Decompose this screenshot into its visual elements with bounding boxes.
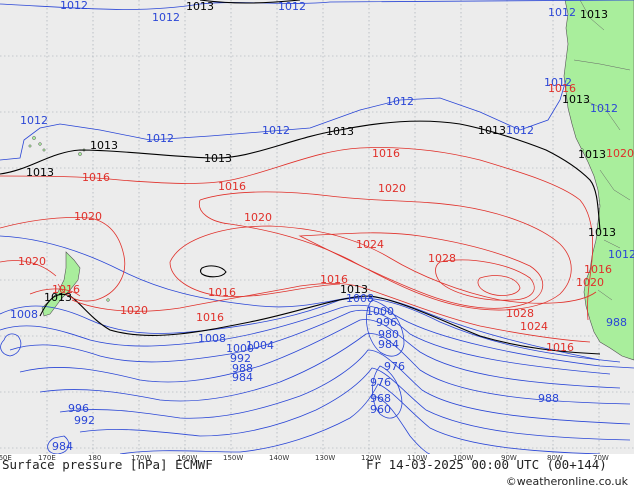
isobar-label: 1012 [608,248,634,261]
lon-label: 160W [177,454,198,462]
isobar-label: 980 [378,328,399,341]
lon-label: 130W [315,454,336,462]
isobar-label: 1020 [378,182,406,195]
isobar-label: 1016 [208,286,236,299]
lon-label: 110W [407,454,428,462]
isobar-label: 976 [370,376,391,389]
high-core-contour [199,265,227,278]
isobar-label: 1020 [244,211,272,224]
isobar-label: 1016 [320,273,348,286]
isobar-label: 1013 [44,291,72,304]
credit-link[interactable]: ©weatheronline.co.uk [505,475,628,488]
isobar-label: 1013 [562,93,590,106]
isobar-label: 1020 [74,210,102,223]
ocean-area [0,0,634,454]
lon-label: 180 [88,454,102,462]
isobar-label: 1012 [590,102,618,115]
lon-label: 160E [0,454,12,462]
isobar-label: 1012 [506,124,534,137]
isobar-label: 1016 [546,341,574,354]
isobar-label: 1008 [10,308,38,321]
footer: 160E 170E 180 170W 160W 150W 140W 130W 1… [0,454,634,490]
lon-label: 140W [269,454,290,462]
isobar-label: 1016 [82,171,110,184]
isobar-label: 1028 [506,307,534,320]
isobar-label: 1013 [580,8,608,21]
isobar-label: 1020 [576,276,604,289]
isobar-label: 1012 [20,114,48,127]
isobar-label: 1012 [60,0,88,12]
isobar-label: 1008 [198,332,226,345]
isobar-label: 1012 [548,6,576,19]
blue-labels: 1012 1012 1012 1012 1012 1012 1012 1012 … [10,0,634,453]
isobar-label: 1013 [326,125,354,138]
graticule [0,0,634,454]
isobar-label: 1004 [246,339,274,352]
islands [28,136,584,302]
isobar-label: 1012 [386,95,414,108]
isobar-label: 1013 [588,226,616,239]
red-isobars [0,147,597,343]
isobar-label: 1020 [606,147,634,160]
isobar-label: 1028 [428,252,456,265]
lon-label: 170W [131,454,152,462]
isobar-label: 1016 [52,283,80,296]
isobar-label: 1000 [366,305,394,318]
south-america-borders [573,0,631,301]
lon-label: 80W [547,454,563,462]
isobar-label: 1012 [262,124,290,137]
longitude-labels: 160E 170E 180 170W 160W 150W 140W 130W 1… [0,454,634,464]
isobar-label: 988 [538,392,559,405]
isobar-label: 996 [68,402,89,415]
isobar-label: 984 [378,338,399,351]
isobar-label: 1013 [478,124,506,137]
isobar-label: 1008 [346,292,374,305]
isobar-label: 1012 [278,0,306,13]
isobar-label: 1012 [146,132,174,145]
isobar-label: 1024 [356,238,384,251]
isobar-label: 1020 [120,304,148,317]
map-title: Surface pressure [hPa] ECMWF [2,457,213,472]
isobar-label: 996 [376,316,397,329]
isobar-label: 1013 [578,148,606,161]
isobar-label: 1013 [90,139,118,152]
new-zealand-land [41,251,81,317]
lon-label: 120W [361,454,382,462]
isobar-label: 992 [230,352,251,365]
isobar-label: 1012 [152,11,180,24]
ref-isobar [0,0,601,355]
isobar-label: 1016 [584,263,612,276]
isobar-label: 960 [370,403,391,416]
isobar-label: 1016 [196,311,224,324]
isobar-label: 988 [606,316,627,329]
isobar-label: 976 [384,360,405,373]
lon-label: 100W [453,454,474,462]
isobar-label: 1013 [204,152,232,165]
isobar-label: 992 [74,414,95,427]
isobar-label: 1016 [548,82,576,95]
isobar-label: 984 [52,440,73,453]
isobar-label: 1016 [372,147,400,160]
isobar-label: 1013 [340,283,368,296]
isobar-label: 968 [370,392,391,405]
isobar-label: 988 [232,362,253,375]
isobar-label: 1016 [218,180,246,193]
black-labels: 1013 1013 1013 1013 1013 1013 1013 1013 … [26,0,616,304]
lon-label: 70W [593,454,609,462]
isobar-label: 1000 [226,342,254,355]
lon-label: 150W [223,454,244,462]
isobar-label: 1013 [186,0,214,13]
isobar-label: 1024 [520,320,548,333]
map-canvas: 1012 1012 1012 1012 1012 1012 1012 1012 … [0,0,634,454]
isobar-label: 984 [232,371,253,384]
isobar-label: 1012 [544,76,572,89]
blue-isobars [0,0,634,454]
forecast-datetime: Fr 14-03-2025 00:00 UTC (00+144) [366,457,607,472]
isobar-label: 1020 [18,255,46,268]
lon-label: 90W [501,454,517,462]
red-labels: 1016 1016 1016 1016 1016 1016 1016 1016 … [18,82,634,354]
isobar-label: 1013 [26,166,54,179]
lon-label: 170E [38,454,56,462]
